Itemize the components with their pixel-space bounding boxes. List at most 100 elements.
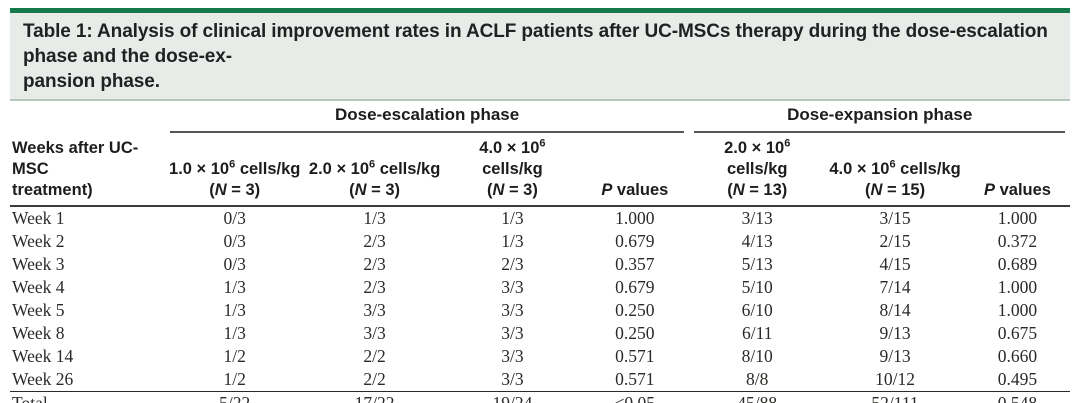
data-cell: 6/11 xyxy=(742,323,773,343)
table-row: Week 1 0/3 1/3 1/3 1.000 3/13 3/15 1.000 xyxy=(10,206,1070,230)
column-header-weeks: Weeks after UC-MSC treatment) xyxy=(10,133,165,207)
data-cell: 19/24 xyxy=(444,391,581,403)
table-row: Week 26 1/2 2/2 3/3 0.571 8/8 10/12 0.495 xyxy=(10,368,1070,392)
n-label: (N = 3) xyxy=(349,181,401,199)
weeks-header-line1: Weeks after UC-MSC xyxy=(12,139,139,178)
row-label: Total xyxy=(10,391,165,403)
data-cell: 2/3 xyxy=(363,277,386,297)
data-cell: 3/3 xyxy=(501,346,524,366)
data-cell: 2/3 xyxy=(501,254,524,274)
data-cell: 0.548 xyxy=(964,391,1070,403)
table-row: Week 2 0/3 2/3 1/3 0.679 4/13 2/15 0.372 xyxy=(10,230,1070,253)
data-cell: 1/3 xyxy=(363,208,386,228)
dose-label: 1.0 × 106 cells/kg xyxy=(169,158,301,178)
column-header-dose-3: 4.0 × 106 cells/kg (N = 3) xyxy=(444,133,581,207)
total-row: Total 5/22 17/22 19/24 <0.05 45/88 52/111 0.548 xyxy=(10,391,1070,403)
data-cell: 52/111 xyxy=(825,391,965,403)
group-dose-expansion-label: Dose-expansion phase xyxy=(694,105,1065,133)
n-label: (N = 13) xyxy=(727,181,788,199)
data-cell: 9/13 xyxy=(879,346,911,366)
data-cell: 9/13 xyxy=(879,323,911,343)
data-cell: 0.679 xyxy=(615,231,655,251)
spanner-spacer-cell xyxy=(10,103,165,133)
group-dose-expansion: Dose-expansion phase xyxy=(689,103,1070,133)
row-label: Week 3 xyxy=(12,254,65,274)
data-cell: 0.660 xyxy=(997,346,1038,366)
column-header-dose-5: 4.0 × 106 cells/kg (N = 15) xyxy=(825,133,965,207)
data-cell: 3/3 xyxy=(501,369,524,389)
column-header-dose-4: 2.0 × 106 cells/kg (N = 13) xyxy=(689,133,826,207)
data-table: Dose-escalation phase Dose-expansion pha… xyxy=(10,103,1070,403)
data-cell: 3/3 xyxy=(363,323,386,343)
column-header-dose-1: 1.0 × 106 cells/kg (N = 3) xyxy=(164,133,305,207)
data-cell: 0.675 xyxy=(997,323,1038,343)
table-caption-line1: Table 1: Analysis of clinical improvemen… xyxy=(23,21,1048,67)
data-cell: 0.571 xyxy=(615,369,655,389)
data-cell: 5/22 xyxy=(164,391,305,403)
data-cell: 2/3 xyxy=(363,254,386,274)
row-label: Week 5 xyxy=(12,300,65,320)
table-row: Week 4 1/3 2/3 3/3 0.679 5/10 7/14 1.000 xyxy=(10,276,1070,299)
group-header-row: Dose-escalation phase Dose-expansion pha… xyxy=(10,103,1070,133)
data-cell: 1/3 xyxy=(501,231,524,251)
data-cell: 1.000 xyxy=(997,277,1038,297)
table-row: Week 3 0/3 2/3 2/3 0.357 5/13 4/15 0.689 xyxy=(10,253,1070,276)
data-cell: 3/15 xyxy=(879,208,911,228)
data-cell: 0.689 xyxy=(997,254,1038,274)
table-row: Week 8 1/3 3/3 3/3 0.250 6/11 9/13 0.675 xyxy=(10,322,1070,345)
p-values-label: P values xyxy=(984,181,1051,199)
data-cell: 1/3 xyxy=(223,300,246,320)
data-cell: 3/3 xyxy=(501,323,524,343)
group-dose-escalation: Dose-escalation phase xyxy=(165,103,690,133)
table-row: Week 5 1/3 3/3 3/3 0.250 6/10 8/14 1.000 xyxy=(10,299,1070,322)
row-label: Week 2 xyxy=(12,231,65,251)
data-cell: 0.571 xyxy=(615,346,655,366)
n-label: (N = 3) xyxy=(486,181,538,199)
data-cell: 0.250 xyxy=(615,300,655,320)
data-cell: 1.000 xyxy=(997,208,1038,228)
data-cell: 4/15 xyxy=(879,254,911,274)
column-header-pvalues-expansion: P values xyxy=(964,133,1070,207)
weeks-header-line2: treatment) xyxy=(12,181,93,199)
data-cell: 3/3 xyxy=(363,300,386,320)
row-label: Week 26 xyxy=(12,369,74,389)
data-cell: 0/3 xyxy=(223,208,246,228)
n-label: (N = 3) xyxy=(209,181,261,199)
dose-label: 4.0 × 106 cells/kg xyxy=(479,137,546,178)
table-accent-bar xyxy=(10,8,1070,13)
dose-label: 4.0 × 106 cells/kg xyxy=(829,158,961,178)
data-cell: 1/2 xyxy=(223,346,246,366)
data-cell: <0.05 xyxy=(580,391,690,403)
column-header-pvalues-escalation: P values xyxy=(580,133,690,207)
data-cell: 1.000 xyxy=(997,300,1038,320)
group-dose-escalation-label: Dose-escalation phase xyxy=(169,105,685,133)
data-cell: 2/15 xyxy=(879,231,911,251)
data-cell: 0.495 xyxy=(997,369,1038,389)
dose-label: 2.0 × 106 cells/kg xyxy=(308,158,441,178)
data-cell: 4/13 xyxy=(741,231,773,251)
data-cell: 1/3 xyxy=(223,323,246,343)
data-cell: 6/10 xyxy=(741,300,773,320)
row-label: Week 1 xyxy=(12,208,65,228)
data-cell: 3/3 xyxy=(501,277,524,297)
data-cell: 2/2 xyxy=(363,346,386,366)
data-cell: 5/10 xyxy=(741,277,773,297)
data-cell: 0.250 xyxy=(615,323,655,343)
data-cell: 7/14 xyxy=(879,277,911,297)
data-cell: 2/2 xyxy=(363,369,386,389)
data-cell: 8/8 xyxy=(746,369,769,389)
data-cell: 17/22 xyxy=(304,391,445,403)
data-cell: 45/88 xyxy=(689,391,826,403)
row-label: Week 4 xyxy=(12,277,65,297)
data-cell: 5/13 xyxy=(741,254,773,274)
table-body: Week 1 0/3 1/3 1/3 1.000 3/13 3/15 1.000 Week 2 0… xyxy=(10,206,1070,403)
table-row: Week 14 1/2 2/2 3/3 0.571 8/10 9/13 0.660 xyxy=(10,345,1070,368)
data-cell: 1.000 xyxy=(615,208,655,228)
data-cell: 0/3 xyxy=(223,254,246,274)
data-cell: 1/2 xyxy=(223,369,246,389)
data-cell: 0.372 xyxy=(997,231,1038,251)
table-caption: Table 1: Analysis of clinical improvemen… xyxy=(10,13,1070,101)
data-cell: 1/3 xyxy=(501,208,524,228)
data-cell: 8/14 xyxy=(879,300,911,320)
